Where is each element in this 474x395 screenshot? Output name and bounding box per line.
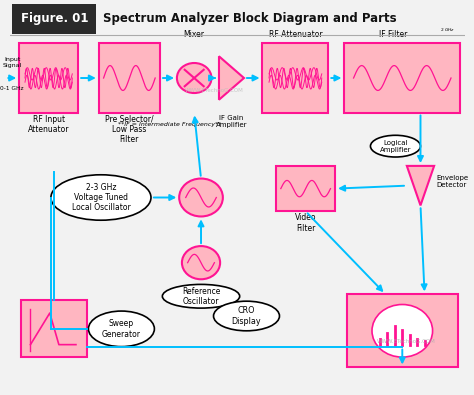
Polygon shape: [407, 166, 434, 205]
Text: IF Filter: IF Filter: [379, 30, 407, 39]
Text: **IF = Intermediate Frequency**: **IF = Intermediate Frequency**: [118, 122, 221, 128]
FancyBboxPatch shape: [21, 300, 87, 357]
Text: 2-3 GHz
Voltage Tuned
Local Oscillator: 2-3 GHz Voltage Tuned Local Oscillator: [72, 182, 130, 213]
Text: Pre Selector/
Low Pass
Filter: Pre Selector/ Low Pass Filter: [105, 115, 154, 144]
Text: $_{2\ GHz}$: $_{2\ GHz}$: [440, 26, 456, 34]
Ellipse shape: [213, 301, 280, 331]
FancyBboxPatch shape: [344, 43, 460, 113]
FancyBboxPatch shape: [276, 166, 335, 211]
Text: Reference
Oscillator: Reference Oscillator: [182, 286, 220, 306]
FancyBboxPatch shape: [19, 43, 78, 113]
Text: Envelope
Detector: Envelope Detector: [437, 175, 468, 188]
Text: CRO
Display: CRO Display: [232, 306, 261, 326]
Ellipse shape: [89, 311, 155, 347]
Text: Video
Filter: Video Filter: [295, 213, 316, 233]
Circle shape: [177, 63, 211, 93]
Polygon shape: [219, 56, 244, 100]
Circle shape: [179, 179, 223, 216]
Text: RF Attenuator: RF Attenuator: [269, 30, 322, 39]
Text: Figure. 01: Figure. 01: [21, 12, 88, 25]
Text: Mixer: Mixer: [184, 30, 205, 39]
FancyBboxPatch shape: [263, 43, 328, 113]
Circle shape: [372, 305, 433, 357]
Text: Input
Signal: Input Signal: [3, 57, 22, 68]
Ellipse shape: [51, 175, 151, 220]
Circle shape: [182, 246, 220, 279]
FancyBboxPatch shape: [12, 4, 96, 34]
Text: RF Input
Attenuator: RF Input Attenuator: [28, 115, 69, 134]
Ellipse shape: [371, 135, 420, 157]
FancyBboxPatch shape: [346, 294, 458, 367]
Text: 0-1 GHz: 0-1 GHz: [0, 86, 24, 91]
Text: Spectrum Analyzer Block Diagram and Parts: Spectrum Analyzer Block Diagram and Part…: [103, 12, 397, 25]
Text: Logical
Amplifier: Logical Amplifier: [380, 140, 411, 152]
Text: IF Gain
Amplifier: IF Gain Amplifier: [216, 115, 247, 128]
Text: WWW.ETechnoG.COM: WWW.ETechnoG.COM: [376, 339, 435, 344]
Ellipse shape: [163, 284, 240, 308]
Text: Sweep
Generator: Sweep Generator: [102, 319, 141, 339]
Text: WWW.ETechnoG.COM: WWW.ETechnoG.COM: [185, 88, 244, 93]
FancyBboxPatch shape: [99, 43, 160, 113]
